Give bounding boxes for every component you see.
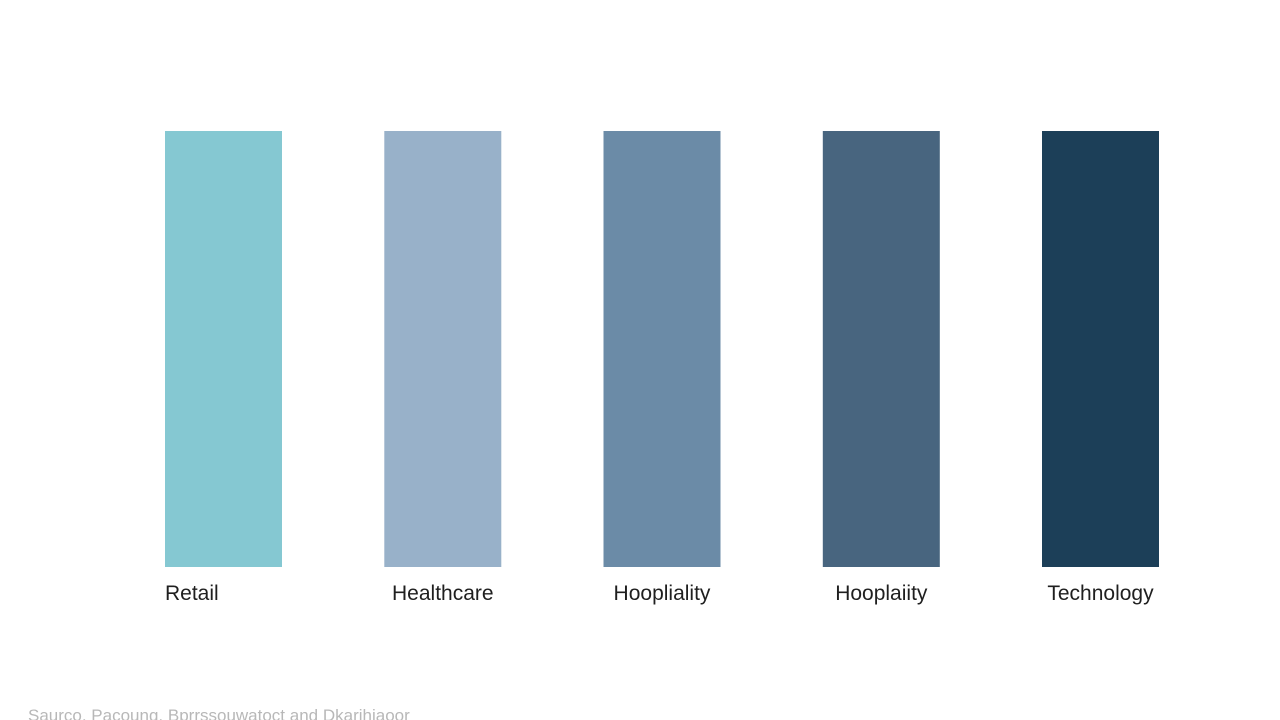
source-note: Saurco, Pacoung, Bprrssouwatoct and Dkar…: [28, 706, 410, 720]
bar-5: [1042, 131, 1159, 567]
category-labels-group: Retail Healthcare Hoopliality Hooplaiity Tec…: [165, 582, 1154, 605]
bar-chart: Retail Healthcare Hoopliality Hooplaiity Tec…: [165, 131, 1159, 605]
category-label-4: Hooplaiity: [835, 582, 928, 605]
category-label-1: Retail: [165, 582, 219, 605]
bar-1: [165, 131, 282, 567]
bar-4: [822, 131, 940, 567]
bar-2: [384, 131, 502, 567]
category-label-3: Hoopliality: [614, 582, 711, 605]
bar-3: [603, 131, 721, 567]
bars-group: [165, 131, 1159, 567]
category-label-5: Technology: [1047, 582, 1154, 605]
category-label-2: Healthcare: [392, 582, 494, 605]
